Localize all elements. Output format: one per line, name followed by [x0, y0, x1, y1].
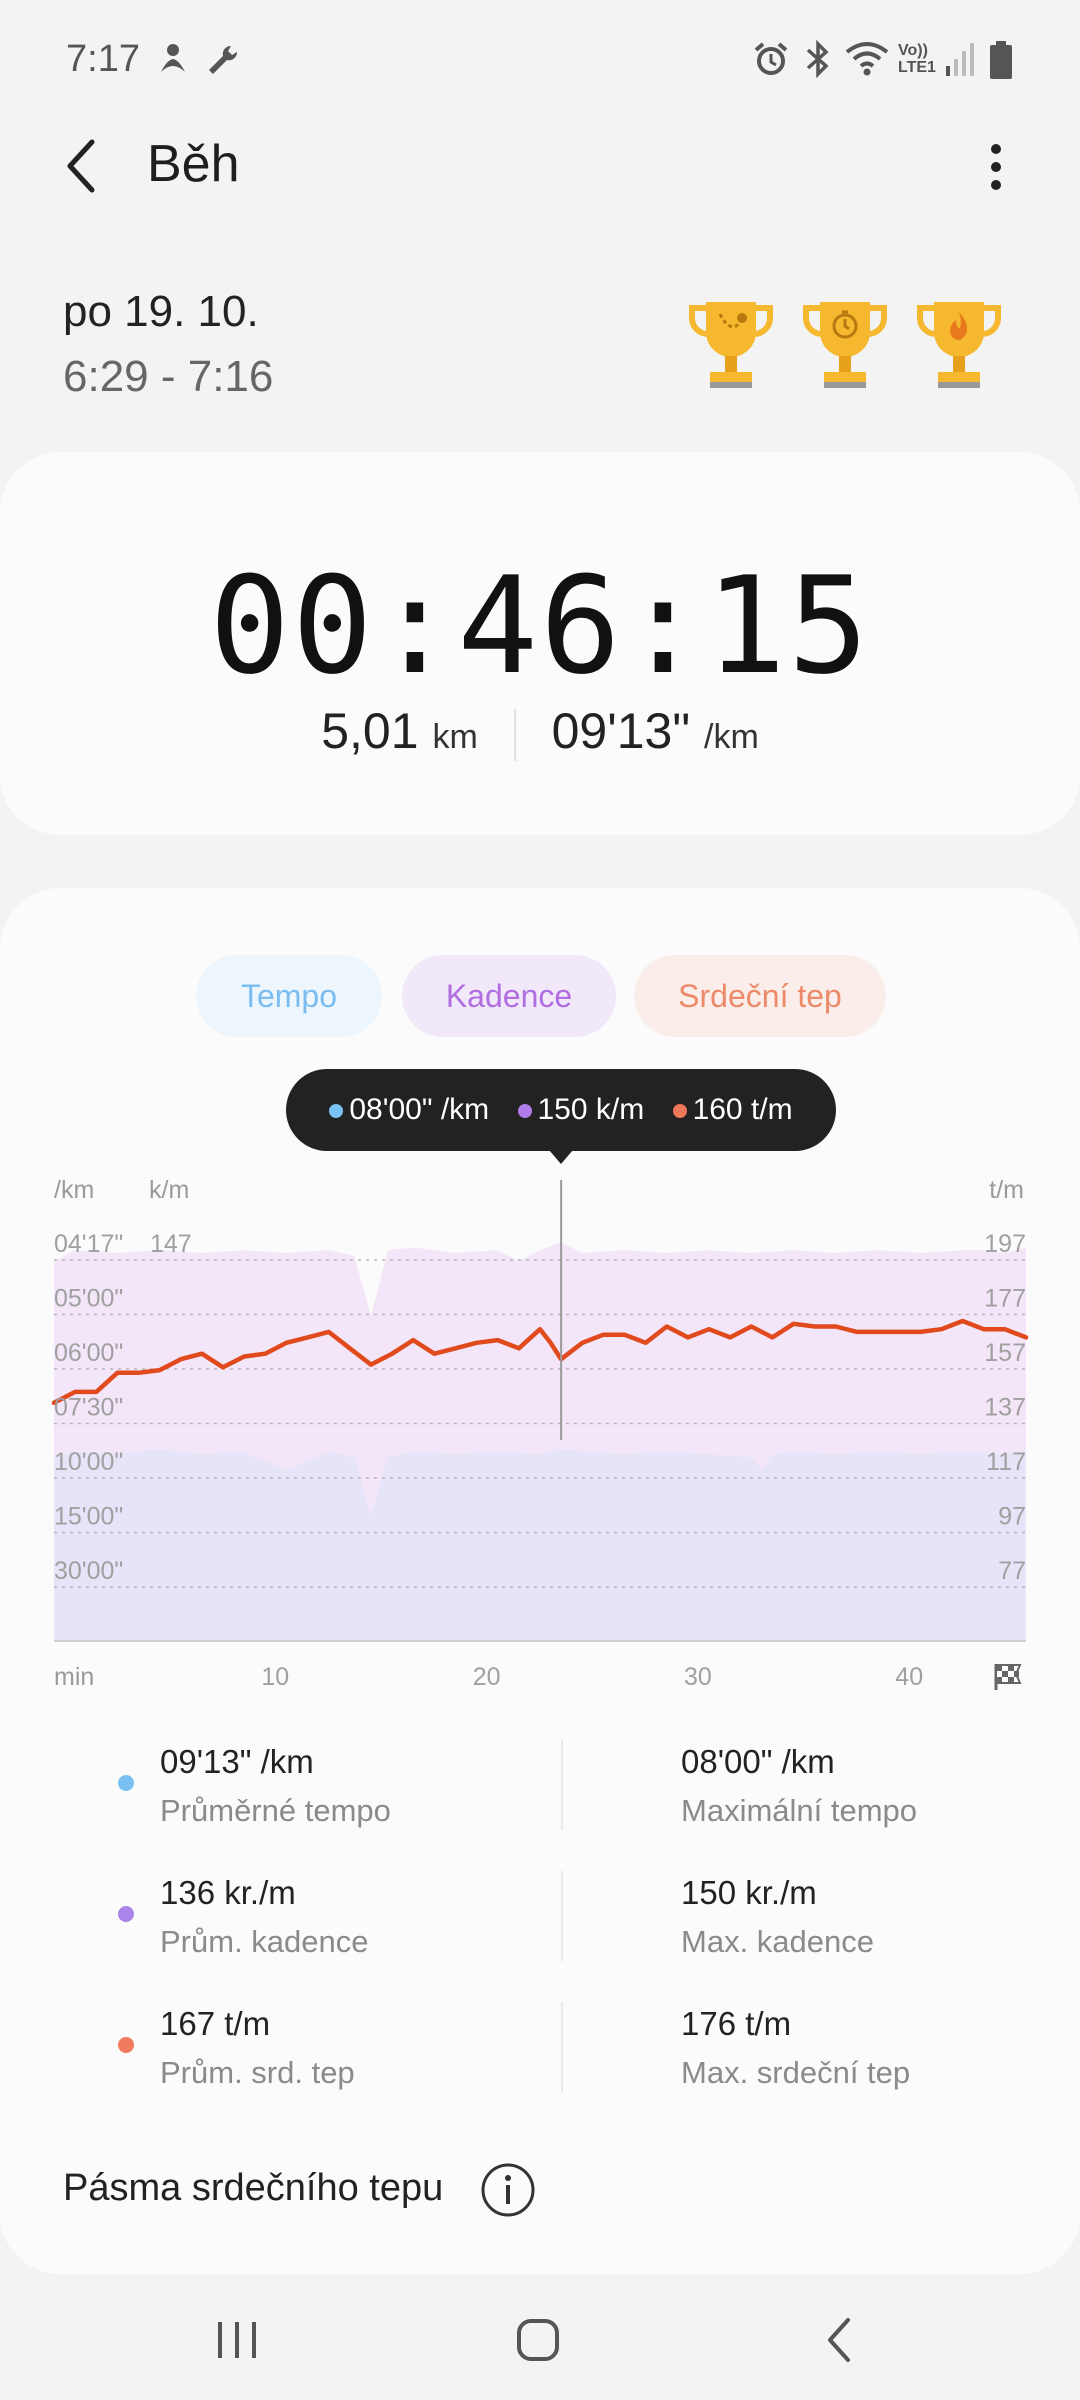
stat-max-pace-label: Maximální tempo	[681, 1793, 918, 1828]
wifi-icon	[845, 42, 889, 76]
signal-icon	[946, 43, 974, 76]
summary-card	[0, 452, 1080, 835]
tab-tempo[interactable]: Tempo	[196, 955, 382, 1037]
info-icon[interactable]	[480, 2162, 536, 2218]
back-nav-icon[interactable]	[822, 2316, 858, 2364]
pace-value: 09'13"	[551, 703, 691, 759]
pace-tick-label: 04'17"	[54, 1230, 123, 1258]
x-tick-label: 30	[684, 1663, 712, 1691]
pace-axis-unit: /km	[54, 1176, 95, 1204]
pace-tick-label: 15'00"	[54, 1503, 123, 1531]
tab-srdecni-tep-label: Srdeční tep	[678, 978, 842, 1014]
trophy-calories-icon[interactable]	[914, 296, 1004, 392]
chart-tooltip: 08'00" /km 150 k/m 160 t/m	[286, 1069, 836, 1151]
session-time-range: 6:29 - 7:16	[63, 352, 274, 401]
trophy-distance-icon[interactable]	[686, 296, 776, 392]
workout-duration: 00:46:15	[209, 548, 871, 704]
trophy-time-icon[interactable]	[800, 296, 890, 392]
stat-avg-pace-value: 09'13" /km	[160, 1743, 314, 1780]
status-time: 7:17	[66, 38, 140, 80]
pace-tick-label: 07'30"	[54, 1394, 123, 1422]
stat-max-hr-label: Max. srdeční tep	[681, 2055, 911, 2090]
hr-tick-label: 137	[984, 1394, 1026, 1422]
tab-kadence[interactable]: Kadence	[402, 955, 616, 1037]
x-axis-unit: min	[54, 1663, 95, 1691]
tooltip-pace: 08'00" /km	[349, 1093, 490, 1126]
more-vertical-icon[interactable]	[982, 142, 1010, 192]
hr-axis-unit: t/m	[989, 1176, 1024, 1204]
stat-avg-cadence-label: Prům. kadence	[160, 1924, 369, 1959]
session-day: po 19. 10.	[63, 287, 259, 336]
recent-apps-icon[interactable]	[212, 2318, 262, 2362]
stat-max-cadence-label: Max. kadence	[681, 1924, 874, 1959]
pace-tick-label: 30'00"	[54, 1557, 123, 1585]
distance-value: 5,01	[321, 703, 419, 759]
stat-dot-heart-rate	[118, 2037, 134, 2053]
cadence-area	[54, 1449, 1026, 1641]
tab-kadence-label: Kadence	[445, 978, 573, 1014]
page-title: Běh	[147, 135, 240, 193]
stat-avg-hr-value: 167 t/m	[160, 2005, 271, 2042]
hr-tick-label: 77	[998, 1557, 1026, 1585]
stat-dot-pace	[118, 1775, 134, 1791]
back-arrow-icon[interactable]	[62, 136, 102, 196]
stat-dot-cadence	[118, 1906, 134, 1922]
hr-tick-label: 117	[986, 1448, 1026, 1476]
stat-divider-2	[561, 1871, 563, 1961]
checkered-flag-icon	[994, 1664, 1022, 1690]
hr-tick-label: 157	[984, 1339, 1026, 1367]
tooltip-hr-dot	[672, 1104, 687, 1119]
heart-rate-line	[51, 1318, 1029, 1406]
pace-tick-label: 05'00"	[54, 1285, 123, 1313]
wrench-icon	[209, 45, 238, 74]
x-tick-label: 10	[261, 1663, 289, 1691]
pace-unit: /km	[704, 718, 759, 756]
stat-avg-cadence-value: 136 kr./m	[160, 1874, 296, 1911]
tab-srdecni-tep[interactable]: Srdeční tep	[634, 955, 886, 1037]
battery-icon	[990, 41, 1012, 79]
tooltip-cadence: 150 k/m	[537, 1093, 645, 1126]
bluetooth-icon	[806, 40, 829, 78]
x-tick-label: 20	[473, 1663, 501, 1691]
tooltip-cadence-dot	[517, 1104, 532, 1119]
tooltip-pointer	[549, 1150, 573, 1164]
volte-icon: Vo)) LTE1	[898, 42, 936, 76]
cadence-axis-unit: k/m	[149, 1176, 190, 1204]
hr-tick-label: 197	[984, 1230, 1026, 1258]
heart-rate-zones-title: Pásma srdečního tepu	[63, 2167, 444, 2209]
pace-tick-label: 10'00"	[54, 1448, 123, 1476]
pace-tick-label: 06'00"	[54, 1339, 123, 1367]
workout-chart[interactable]: 197 04'17" 177 05'00" 157 06'00" 137 07'30" 117 1…	[0, 1180, 1080, 1700]
tab-tempo-label: Tempo	[240, 978, 338, 1014]
stat-divider-1	[561, 1740, 563, 1830]
stat-avg-hr-label: Prům. srd. tep	[160, 2055, 355, 2090]
stat-max-pace-value: 08'00" /km	[681, 1743, 835, 1780]
x-tick-label: 40	[895, 1663, 923, 1691]
tooltip-pace-dot	[329, 1104, 344, 1119]
hr-tick-label: 177	[984, 1285, 1026, 1313]
hr-tick-label: 97	[998, 1503, 1026, 1531]
stat-max-hr-value: 176 t/m	[681, 2005, 792, 2042]
home-icon[interactable]	[514, 2316, 562, 2364]
summary-line: 5,01 km 09'13" /km	[0, 702, 1080, 761]
summary-divider	[513, 708, 516, 761]
tooltip-heart-rate: 160 t/m	[692, 1093, 793, 1126]
stat-max-cadence-value: 150 kr./m	[681, 1874, 817, 1911]
cadence-tick-label: 147	[150, 1230, 192, 1258]
stat-divider-3	[561, 2002, 563, 2092]
stat-avg-pace-label: Průměrné tempo	[160, 1793, 391, 1828]
distance-unit: km	[432, 718, 478, 756]
alarm-icon	[754, 42, 788, 75]
meditation-icon	[161, 44, 185, 72]
